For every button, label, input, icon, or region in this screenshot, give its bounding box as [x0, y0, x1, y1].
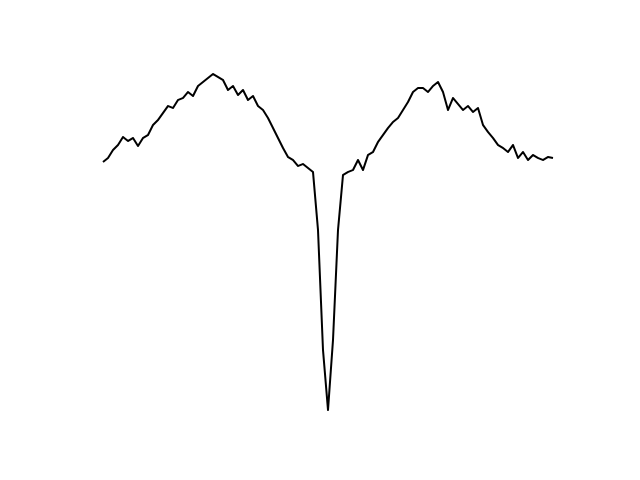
data-line: [102, 73, 554, 411]
